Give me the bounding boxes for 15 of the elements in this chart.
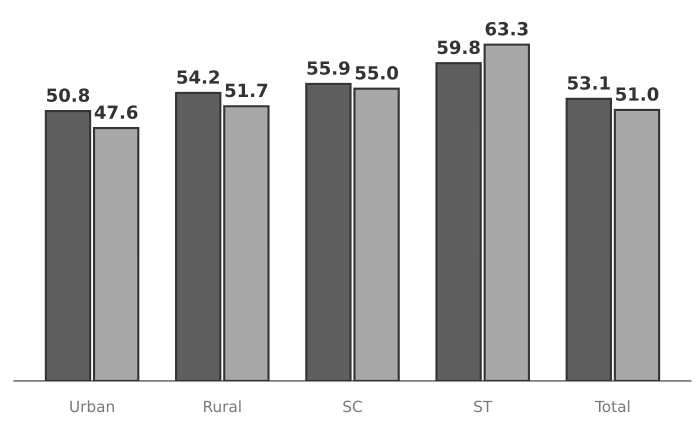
x-tick-label: Urban [70, 400, 114, 412]
x-tick-label: SC [343, 400, 362, 412]
data-label: 63.3 [486, 22, 528, 36]
x-tick-label: Total [595, 400, 630, 412]
data-label: 51.0 [616, 87, 658, 101]
data-label: 55.0 [356, 66, 398, 80]
data-label: 51.7 [225, 84, 268, 98]
data-label: 50.8 [47, 88, 90, 102]
x-tick-label: ST [474, 400, 492, 412]
data-label: 59.8 [438, 40, 480, 54]
x-tick-label: Rural [204, 400, 241, 412]
data-label: 53.1 [568, 76, 610, 90]
data-label: 54.2 [177, 70, 219, 84]
data-label: 47.6 [94, 105, 138, 119]
data-label: 55.9 [308, 61, 350, 75]
